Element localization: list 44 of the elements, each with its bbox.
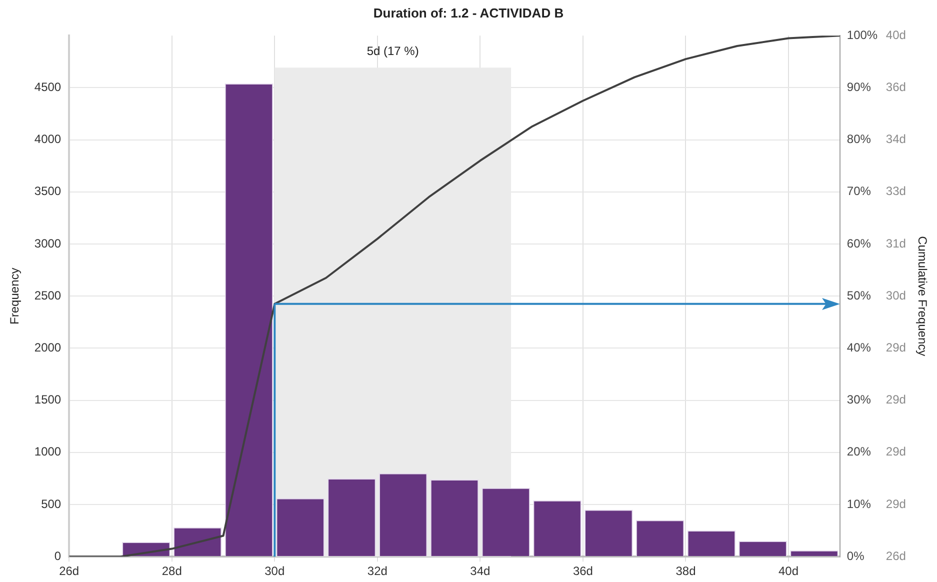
x-tick-label: 28d [162,564,182,578]
y2-tick-label: 60% [846,236,872,250]
y2-tick-label: 0% [846,548,865,563]
text: 29d [886,392,906,407]
x-tick-label: 40d [778,564,799,578]
y2-tick-label: 80% [846,132,872,146]
text: 29d [886,340,906,355]
y-tick-label: 3000 [34,236,62,250]
y-tick-label: 4500 [34,80,62,94]
text: 30d [886,288,906,302]
y2-tick-label: 70% [846,184,872,198]
chart-title: Duration of: 1.2 - ACTIVIDAD B [373,5,564,20]
x-tick-label: 26d [59,564,80,578]
y-tick-label: 500 [41,496,62,511]
y2-axis-title: Cumulative Frequency [915,236,930,356]
band-label: 5d (17 %) [366,44,419,58]
y2-tick-label: 100% [846,28,878,42]
x-tick-label: 36d [572,564,593,578]
y-tick-label: 4000 [34,132,62,146]
y-axis-title: Frequency [8,268,22,324]
y-tick-label: 2500 [34,288,62,302]
text: 29d [886,444,906,459]
y-tick-label: 3500 [34,184,62,198]
text: 33d [886,184,906,198]
y2-tick-label: 30% [846,392,872,407]
x-tick-label: 30d [264,564,285,578]
y2-tick-label: 40% [846,340,872,355]
x-tick-label: 34d [470,564,490,578]
text: 29d [886,496,906,511]
y2-tick-label: 90% [846,80,872,94]
y-tick-label: 0 [54,548,62,563]
y-tick-label: 1000 [34,444,62,459]
y2-tick-label: 20% [846,444,872,459]
y2-tick-label: 10% [846,496,872,511]
y-tick-label: 1500 [34,392,62,407]
y-tick-label: 2000 [34,340,62,355]
text: 34d [886,132,906,146]
text: 26d [886,548,906,563]
text: 31d [886,236,906,250]
text: 40d [886,28,906,42]
y2-tick-label: 50% [846,288,872,302]
x-tick-label: 32d [367,564,388,578]
x-tick-label: 38d [676,564,696,578]
text: 36d [886,80,906,94]
